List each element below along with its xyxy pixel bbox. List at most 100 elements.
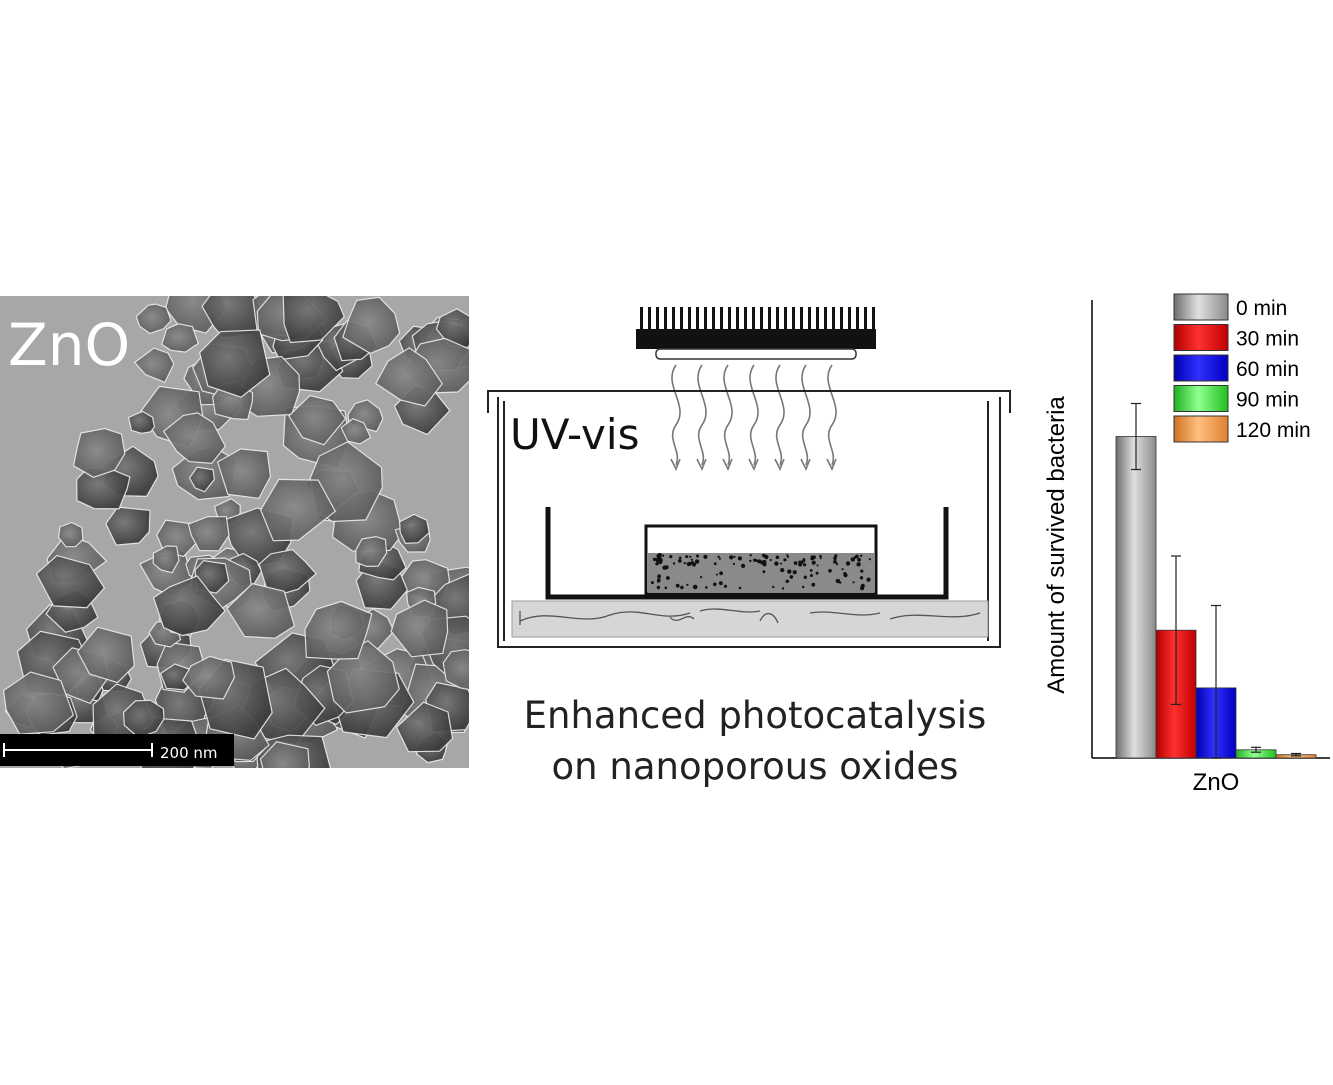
catalyst-dot (749, 554, 752, 557)
catalyst-dot (738, 586, 742, 590)
catalyst-dot (836, 563, 839, 566)
nanoparticle (187, 515, 230, 552)
catalyst-dot (856, 562, 861, 567)
legend-swatch (1173, 354, 1229, 382)
lamp-fin (872, 307, 875, 331)
caption: Enhanced photocatalysis on nanoporous ox… (500, 690, 1010, 792)
catalyst-dot (692, 584, 698, 590)
catalyst-dot (762, 553, 766, 558)
nanoparticle (152, 545, 180, 574)
nanoparticle (135, 303, 172, 335)
catalyst-dot (705, 586, 708, 589)
lamp-fin (808, 307, 811, 331)
nanoparticle (2, 671, 75, 735)
catalyst-dot (819, 557, 822, 560)
catalyst-dot (741, 563, 746, 568)
nanoparticle (105, 506, 151, 546)
bar-0-min (1115, 436, 1157, 759)
nanoparticle (57, 521, 84, 548)
legend-label: 120 min (1236, 419, 1311, 442)
catalyst-dot (786, 555, 790, 558)
catalyst-dot (868, 558, 871, 561)
lamp-fin (696, 307, 699, 331)
catalyst-dot (762, 562, 767, 567)
lamp-fin (784, 307, 787, 331)
lamp-fin (648, 307, 651, 331)
light-ray (723, 364, 733, 466)
nanoparticle (259, 741, 311, 768)
catalyst-dot (803, 575, 807, 579)
catalyst-dot (733, 555, 736, 558)
catalyst-dot (666, 576, 670, 580)
catalyst-particles (650, 552, 871, 591)
y-axis-label: Amount of survived bacteria (1043, 396, 1070, 694)
catalyst-dot (855, 554, 859, 559)
catalyst-dot (657, 574, 661, 579)
nanoparticle (188, 466, 216, 493)
catalyst-dot (780, 568, 785, 573)
light-source-label: UV-vis (510, 410, 640, 459)
catalyst-dot (828, 568, 832, 573)
scale-bar (0, 734, 234, 766)
catalyst-dot (715, 573, 718, 576)
x-tick-label: ZnO (1193, 769, 1240, 796)
legend-swatch (1173, 385, 1229, 412)
catalyst-dot (713, 582, 717, 587)
catalyst-dot (835, 578, 841, 584)
catalyst-dot (657, 580, 660, 583)
catalyst-dot (694, 559, 700, 564)
nanoparticle (442, 649, 469, 691)
catalyst-dot (775, 555, 780, 560)
catalyst-dot (662, 554, 665, 557)
lamp-fin (672, 307, 675, 331)
light-ray-arrow (670, 458, 681, 471)
light-rays (670, 364, 837, 471)
lamp-fin (856, 307, 859, 331)
catalyst-dot (810, 556, 815, 561)
catalyst-dot (677, 559, 682, 563)
nanoparticle (375, 347, 443, 407)
catalyst-dot (802, 558, 806, 561)
catalyst-dot (772, 585, 775, 589)
light-ray-arrow (800, 458, 811, 471)
catalyst-dot (857, 557, 861, 562)
catalyst-dot (683, 562, 686, 565)
lamp-fin (824, 307, 827, 331)
catalyst-dot (690, 561, 695, 565)
light-ray-arrow (696, 458, 707, 471)
catalyst-dot (652, 557, 657, 562)
catalyst-dot (700, 576, 703, 579)
nanoparticle (182, 655, 236, 700)
catalyst-dot (658, 558, 663, 563)
tem-micrograph: ZnO 200 nm (0, 296, 469, 768)
setup-schematic (480, 295, 1020, 665)
catalyst-dot (787, 580, 790, 583)
catalyst-dot (718, 557, 721, 560)
catalyst-dot (723, 584, 728, 588)
caption-line-1: Enhanced photocatalysis (523, 694, 987, 737)
nanoparticle (72, 427, 126, 478)
lamp-fin (720, 307, 723, 331)
catalyst-dot (852, 581, 855, 584)
lamp-fin (864, 307, 867, 331)
nanoparticle (162, 412, 227, 465)
lamp-icon (636, 307, 876, 360)
lamp-fin (704, 307, 707, 331)
nanoparticle (304, 600, 373, 660)
light-ray-arrow (748, 458, 759, 471)
catalyst-dot (803, 563, 807, 567)
catalyst-dot (798, 560, 801, 563)
catalyst-dot (811, 582, 816, 587)
catalyst-dot (762, 570, 766, 574)
bar-chart: Amount of survived bacteria ZnO 0 min 30 … (1043, 293, 1330, 796)
legend: 0 min 30 min 60 min 90 min 120 min (1173, 293, 1311, 443)
lamp-fin (656, 307, 659, 331)
light-ray (827, 364, 837, 466)
catalyst-dot (662, 565, 667, 570)
nanoparticle (216, 448, 272, 499)
legend-label: 30 min (1236, 328, 1299, 351)
catalyst-dot (690, 558, 693, 561)
catalyst-dot (729, 555, 734, 560)
catalyst-dot (703, 554, 708, 559)
lamp-fin (760, 307, 763, 331)
